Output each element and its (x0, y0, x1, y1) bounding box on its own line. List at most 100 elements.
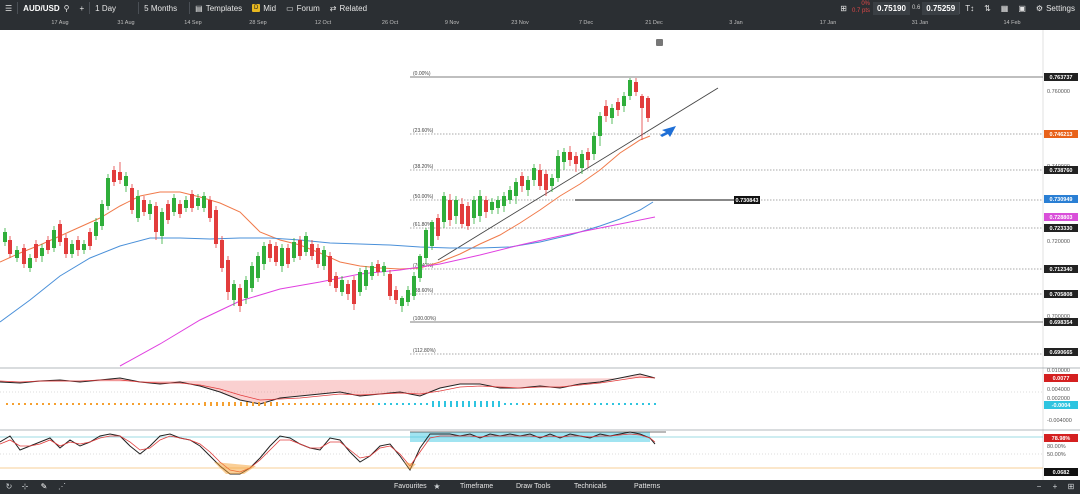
candle-body (214, 210, 218, 244)
macd-value-label: 0.0077 (1053, 376, 1070, 382)
symbol-search[interactable]: AUD/USD ⚲ (18, 0, 74, 16)
macd-histogram-bar (120, 403, 122, 405)
symbol-label: AUD/USD (23, 3, 60, 13)
macd-histogram-bar (132, 403, 134, 405)
candle-body (340, 280, 344, 292)
candle-body (508, 190, 512, 200)
settings-button[interactable]: ⚙ Settings (1031, 0, 1080, 16)
macd-histogram-bar (630, 403, 632, 405)
magnet-icon[interactable]: ⋰ (58, 482, 66, 491)
patterns-button[interactable]: Patterns (634, 483, 661, 490)
fib-level-label: (112.80%) (413, 348, 436, 354)
zoom-in-icon[interactable]: + (1052, 482, 1058, 491)
sma100-line (119, 216, 656, 367)
candle-body (472, 200, 476, 218)
forum-label: Forum (296, 3, 320, 13)
stoch-oversold-fill (404, 462, 416, 470)
candle-body (238, 288, 242, 306)
macd-axis-label: -0.004000 (1047, 418, 1072, 424)
top-toolbar: ☰ AUD/USD ⚲ + 1 Day 5 Months ▤ Templates … (0, 0, 1080, 16)
fit-icon[interactable]: ⊞ (1067, 482, 1075, 491)
add-chart-button[interactable]: + (79, 3, 85, 13)
macd-histogram-bar (282, 403, 284, 405)
macd-histogram-bar (570, 403, 572, 405)
candle-body (100, 204, 104, 226)
price-chart[interactable]: (0.00%) (23.60%) (38.20%) (50.00%) (61.80%) (… (0, 30, 1080, 480)
candle-body (454, 200, 458, 216)
macd-histogram-bar (426, 403, 428, 405)
candle-body (586, 152, 590, 160)
separator (17, 2, 19, 14)
technicals-button[interactable]: Technicals (574, 483, 607, 490)
macd-histogram-bar (108, 403, 110, 405)
macd-histogram-bar (468, 401, 470, 407)
refresh-icon[interactable]: ↻ (5, 482, 13, 491)
price-alert-icon[interactable]: ⊞ (840, 3, 847, 13)
stoch-oversold-fill (214, 462, 256, 474)
interval-selector[interactable]: 1 Day (90, 0, 138, 16)
price-axis-tag (1044, 348, 1078, 356)
macd-histogram-bar (150, 403, 152, 405)
candle-body (202, 196, 206, 208)
macd-histogram-bar (564, 403, 566, 405)
candle-body (298, 240, 302, 256)
zoom-out-icon[interactable]: − (1036, 482, 1042, 491)
candle-body (466, 206, 470, 226)
candle-body (580, 154, 584, 168)
candle-body (544, 174, 548, 190)
macd-histogram-bar (30, 403, 32, 405)
sell-price-button[interactable]: 0.75190 (873, 1, 910, 15)
layout-icon[interactable]: ▦ (1000, 3, 1009, 13)
macd-histogram-bar (612, 403, 614, 405)
fib-level-label: (100.00%) (413, 316, 436, 322)
macd-histogram-bar (240, 402, 242, 406)
candle-body (328, 256, 332, 282)
macd-histogram-bar (180, 403, 182, 405)
pencil-icon[interactable]: ✎ (40, 482, 48, 491)
event-marker-icon[interactable] (656, 39, 663, 46)
candle-body (394, 290, 398, 300)
text-tool-icon[interactable]: T↕ (965, 3, 975, 13)
forum-button[interactable]: ▭ Forum (281, 0, 325, 16)
macd-histogram-bar (504, 403, 506, 405)
draw-tools-button[interactable]: Draw Tools (516, 483, 551, 490)
macd-histogram-bar (102, 403, 104, 405)
compare-icon[interactable]: ⇅ (984, 3, 991, 13)
price-axis-tag-label: 0.728803 (1050, 215, 1073, 221)
candle-body (364, 270, 368, 286)
trendline[interactable] (437, 87, 719, 261)
macd-histogram-bar (234, 402, 236, 406)
macd-histogram-bar (36, 403, 38, 405)
templates-button[interactable]: ▤ Templates (190, 0, 247, 16)
favourites-button[interactable]: Favourites (394, 483, 427, 490)
macd-histogram-bar (432, 401, 434, 407)
candle-body (148, 204, 152, 214)
screenshot-icon[interactable]: ▣ (1018, 3, 1026, 13)
range-selector[interactable]: 5 Months (139, 0, 189, 16)
interval-label: 1 Day (95, 3, 117, 13)
related-button[interactable]: ⇄ Related (325, 0, 372, 16)
macd-histogram-bar (450, 401, 452, 407)
crosshair-icon[interactable]: ⊹ (21, 482, 29, 491)
macd-histogram-bar (462, 401, 464, 407)
menu-icon[interactable]: ☰ (5, 3, 13, 13)
timeframe-button[interactable]: Timeframe (460, 483, 494, 490)
star-icon[interactable]: ★ (433, 482, 441, 491)
candle-body (370, 266, 374, 276)
separator (189, 2, 191, 14)
mid-button[interactable]: D Mid (247, 0, 281, 16)
candle-body (280, 248, 284, 266)
macd-histogram-bar (168, 403, 170, 405)
macd-histogram-bar (390, 403, 392, 405)
macd-histogram-bar (210, 402, 212, 406)
candle-body (460, 204, 464, 224)
macd-histogram-bar (288, 403, 290, 405)
candle-body (34, 244, 38, 258)
macd-histogram-bar (336, 403, 338, 405)
candle-body (502, 196, 506, 206)
candle-body (556, 156, 560, 178)
buy-price-button[interactable]: 0.75259 (922, 1, 960, 15)
candle-body (160, 212, 164, 236)
arrow-annotation[interactable] (660, 126, 676, 137)
candle-body (490, 202, 494, 210)
